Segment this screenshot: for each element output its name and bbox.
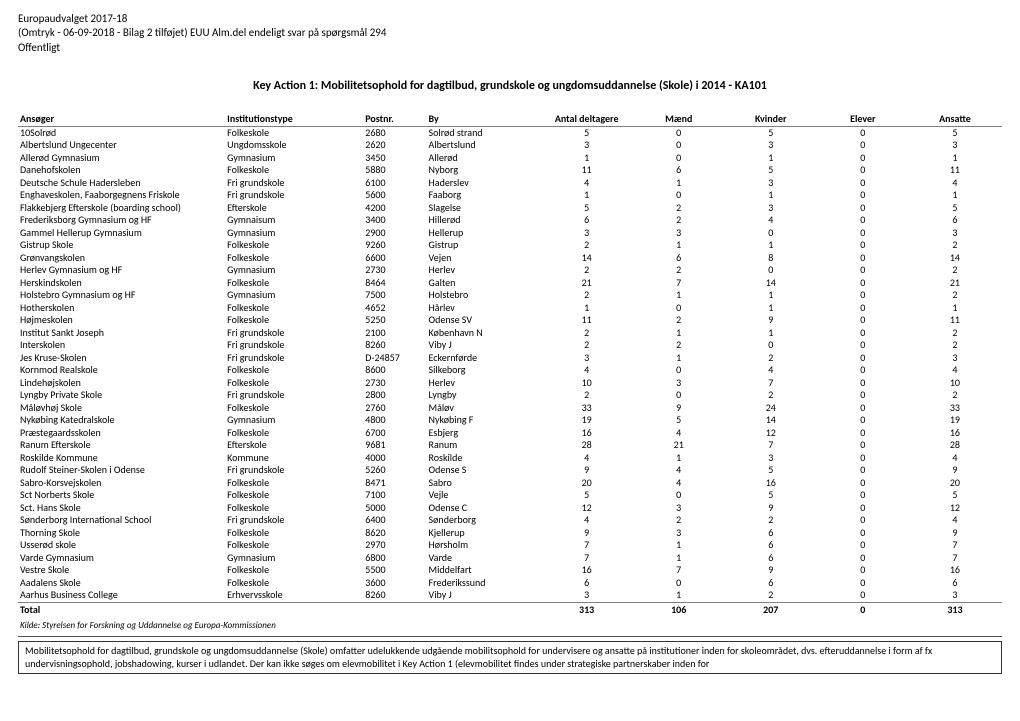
col-deltagere: Antal deltagere [542, 111, 634, 127]
page-title: Key Action 1: Mobilitetsophold for dagti… [18, 79, 1002, 93]
col-ansatte: Ansatte [910, 111, 1002, 127]
table-row: HerskindskolenFolkeskole8464Galten217140… [18, 277, 1002, 290]
table-row: Aadalens SkoleFolkeskole3600Frederikssun… [18, 577, 1002, 590]
table-row: Aarhus Business CollegeErhvervsskole8260… [18, 589, 1002, 602]
table-cell: 1 [634, 589, 726, 602]
table-row: Sct. Hans SkoleFolkeskole5000Odense C123… [18, 502, 1002, 515]
document-meta: Europaudvalget 2017-18 (Omtryk - 06-09-2… [18, 12, 1002, 55]
table-row: Sønderborg International SchoolFri grund… [18, 514, 1002, 527]
table-row: Herlev Gymnasium og HFGymnasium2730Herle… [18, 264, 1002, 277]
table-row: HøjmeskolenFolkeskole5250Odense SV112901… [18, 314, 1002, 327]
data-table: Ansøger Institutionstype Postnr. By Anta… [18, 111, 1002, 618]
meta-line: Offentligt [18, 41, 1002, 55]
col-postnr: Postnr. [363, 111, 426, 127]
table-cell: Aarhus Business College [18, 589, 225, 602]
table-row: Jes Kruse-SkolenFri grundskoleD-24857Eck… [18, 352, 1002, 365]
table-row: Vestre SkoleFolkeskole5500Middelfart1679… [18, 564, 1002, 577]
footnote-box: Mobilitetsophold for dagtilbud, grundsko… [18, 641, 1002, 674]
total-label: Total [18, 602, 225, 617]
meta-line: (Omtryk - 06-09-2018 - Bilag 2 tilføjet)… [18, 26, 1002, 40]
table-row: Nykøbing KatedralskoleGymnasium4800Nykøb… [18, 414, 1002, 427]
col-ansoger: Ansøger [18, 111, 225, 127]
table-row: Usserød skoleFolkeskole2970Hørsholm71607 [18, 539, 1002, 552]
table-row: Thorning SkoleFolkeskole8620Kjellerup936… [18, 527, 1002, 540]
table-row: Flakkebjerg Efterskole (boarding school)… [18, 202, 1002, 215]
total-elever: 0 [818, 602, 910, 617]
table-row: GrønvangskolenFolkeskole6600Vejen1468014 [18, 252, 1002, 265]
col-by: By [427, 111, 542, 127]
table-cell: Erhvervsskole [225, 589, 363, 602]
table-row: Roskilde KommuneKommune4000Roskilde41304 [18, 452, 1002, 465]
table-row: Allerød GymnasiumGymnasium3450Allerød101… [18, 152, 1002, 165]
col-elever: Elever [818, 111, 910, 127]
table-row: Gammel Hellerup GymnasiumGymnasium2900He… [18, 227, 1002, 240]
total-kvinder: 207 [726, 602, 818, 617]
table-row: LindehøjskolenFolkeskole2730Herlev103701… [18, 377, 1002, 390]
table-row: InterskolenFri grundskole8260Viby J22002 [18, 339, 1002, 352]
table-row: Albertslund UngecenterUngdomsskole2620Al… [18, 139, 1002, 152]
table-row: 10SolrødFolkeskole2680Solrød strand50505 [18, 126, 1002, 139]
table-header-row: Ansøger Institutionstype Postnr. By Anta… [18, 111, 1002, 127]
col-maend: Mænd [634, 111, 726, 127]
total-maend: 106 [634, 602, 726, 617]
table-row: Institut Sankt JosephFri grundskole2100K… [18, 327, 1002, 340]
total-ansatte: 313 [910, 602, 1002, 617]
table-row: Varde GymnasiumGymnasium6800Varde71607 [18, 552, 1002, 565]
table-cell: 3 [542, 589, 634, 602]
table-cell: 0 [818, 589, 910, 602]
table-row: Kornmod RealskoleFolkeskole8600Silkeborg… [18, 364, 1002, 377]
table-row: Holstebro Gymnasium og HFGymnasium7500Ho… [18, 289, 1002, 302]
meta-line: Europaudvalget 2017-18 [18, 12, 1002, 26]
table-row: DanehofskolenFolkeskole5880Nyborg1165011 [18, 164, 1002, 177]
table-row: Lyngby Private SkoleFri grundskole2800Ly… [18, 389, 1002, 402]
table-row: Gistrup SkoleFolkeskole9260Gistrup21102 [18, 239, 1002, 252]
table-cell: 2 [726, 589, 818, 602]
table-row: Måløvhøj SkoleFolkeskole2760Måløv3392403… [18, 402, 1002, 415]
table-cell: Viby J [427, 589, 542, 602]
table-row: PræstegaardsskolenFolkeskole6700Esbjerg1… [18, 427, 1002, 440]
col-type: Institutionstype [225, 111, 363, 127]
source-note: Kilde: Styrelsen for Forskning og Uddann… [18, 617, 1002, 637]
col-kvinder: Kvinder [726, 111, 818, 127]
table-row: Sabro-KorsvejskolenFolkeskole8471Sabro20… [18, 477, 1002, 490]
table-row: Rudolf Steiner-Skolen i OdenseFri grunds… [18, 464, 1002, 477]
total-row: Total 313 106 207 0 313 [18, 602, 1002, 617]
table-row: Frederiksborg Gymnasium og HFGymnaisum34… [18, 214, 1002, 227]
table-cell: 8260 [363, 589, 426, 602]
total-deltagere: 313 [542, 602, 634, 617]
table-row: Sct Norberts SkoleFolkeskole7100Vejle505… [18, 489, 1002, 502]
table-row: Ranum EfterskoleEfterskole9681Ranum28217… [18, 439, 1002, 452]
table-row: HotherskolenFolkeskole4652Hårlev10101 [18, 302, 1002, 315]
table-cell: 3 [910, 589, 1002, 602]
